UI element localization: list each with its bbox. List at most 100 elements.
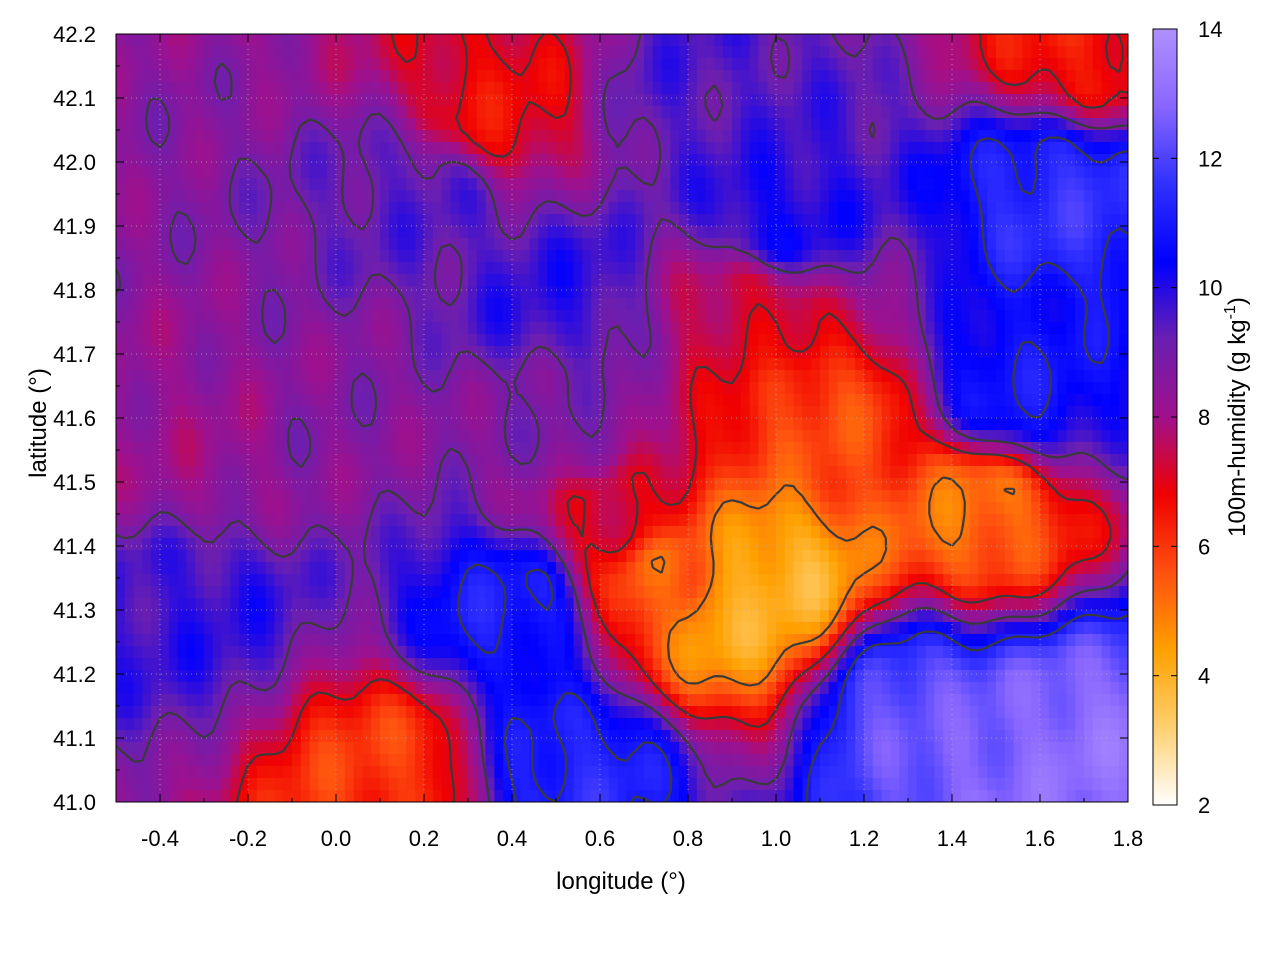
heatmap-cell	[811, 346, 821, 359]
heatmap-cell	[142, 514, 152, 527]
heatmap-cell	[960, 202, 971, 215]
heatmap-cell	[459, 190, 469, 203]
heatmap-cell	[661, 202, 671, 215]
heatmap-cell	[916, 454, 927, 467]
heatmap-cell	[380, 274, 390, 287]
heatmap-cell	[248, 358, 258, 371]
heatmap-cell	[1004, 526, 1015, 539]
heatmap-cell	[221, 70, 231, 83]
heatmap-cell	[336, 250, 346, 263]
heatmap-cell	[124, 286, 135, 299]
heatmap-cell	[230, 190, 240, 203]
heatmap-cell	[705, 358, 715, 371]
heatmap-cell	[899, 142, 909, 155]
heatmap-cell	[353, 430, 363, 443]
heatmap-cell	[784, 418, 795, 431]
heatmap-cell	[617, 118, 627, 131]
heatmap-cell	[828, 394, 839, 407]
heatmap-cell	[538, 154, 548, 167]
heatmap-cell	[371, 214, 381, 227]
heatmap-cell	[855, 214, 865, 227]
heatmap-cell	[195, 106, 205, 119]
heatmap-cell	[468, 502, 478, 515]
heatmap-cell	[371, 454, 381, 467]
heatmap-cell	[327, 370, 337, 383]
heatmap-cell	[661, 154, 671, 167]
heatmap-cell	[705, 394, 715, 407]
heatmap-cell	[846, 70, 856, 83]
heatmap-cell	[177, 550, 187, 563]
heatmap-cell	[1066, 358, 1076, 371]
heatmap-cell	[978, 478, 988, 491]
heatmap-cell	[776, 214, 786, 227]
heatmap-cell	[1110, 58, 1120, 71]
heatmap-cell	[327, 106, 337, 119]
heatmap-cell	[573, 178, 583, 191]
heatmap-cell	[476, 358, 487, 371]
heatmap-cell	[705, 46, 715, 59]
heatmap-cell	[547, 274, 557, 287]
heatmap-cell	[811, 478, 821, 491]
heatmap-cell	[212, 226, 223, 239]
heatmap-cell	[450, 466, 460, 479]
heatmap-cell	[547, 454, 557, 467]
heatmap-cell	[652, 526, 663, 539]
heatmap-cell	[538, 94, 548, 107]
heatmap-cell	[529, 58, 539, 71]
heatmap-cell	[608, 454, 619, 467]
heatmap-cell	[1075, 502, 1085, 515]
heatmap-cell	[890, 118, 900, 131]
heatmap-cell	[696, 154, 707, 167]
heatmap-cell	[978, 514, 988, 527]
heatmap-cell	[124, 310, 135, 323]
heatmap-cell	[987, 130, 997, 143]
heatmap-cell	[520, 82, 531, 95]
heatmap-cell	[1110, 286, 1120, 299]
heatmap-cell	[767, 154, 777, 167]
heatmap-cell	[644, 442, 654, 455]
heatmap-cell	[1092, 310, 1103, 323]
heatmap-cell	[626, 334, 636, 347]
heatmap-cell	[177, 310, 187, 323]
heatmap-cell	[1013, 214, 1023, 227]
heatmap-cell	[846, 34, 856, 47]
heatmap-cell	[168, 166, 179, 179]
heatmap-cell	[784, 334, 795, 347]
heatmap-cell	[996, 418, 1006, 431]
heatmap-cell	[740, 418, 751, 431]
heatmap-cell	[1048, 322, 1059, 335]
heatmap-cell	[749, 454, 759, 467]
heatmap-cell	[943, 322, 953, 335]
heatmap-cell	[934, 298, 944, 311]
heatmap-cell	[679, 190, 689, 203]
heatmap-cell	[749, 130, 759, 143]
heatmap-cell	[820, 346, 830, 359]
heatmap-cell	[925, 154, 935, 167]
heatmap-cell	[1119, 262, 1128, 275]
heatmap-cell	[1119, 430, 1128, 443]
heatmap-cell	[1004, 142, 1015, 155]
heatmap-cell	[978, 262, 988, 275]
heatmap-cell	[142, 394, 152, 407]
heatmap-cell	[459, 46, 469, 59]
heatmap-cell	[362, 442, 372, 455]
heatmap-cell	[934, 202, 944, 215]
heatmap-cell	[925, 82, 935, 95]
heatmap-cell	[960, 142, 971, 155]
heatmap-cell	[221, 262, 231, 275]
heatmap-cell	[828, 502, 839, 515]
heatmap-cell	[204, 286, 214, 299]
heatmap-cell	[802, 238, 812, 251]
heatmap-cell	[573, 250, 583, 263]
heatmap-cell	[793, 370, 803, 383]
heatmap-cell	[811, 466, 821, 479]
heatmap-cell	[1048, 250, 1059, 263]
heatmap-cell	[485, 46, 495, 59]
heatmap-cell	[784, 406, 795, 419]
heatmap-cell	[450, 178, 460, 191]
heatmap-cell	[855, 394, 865, 407]
heatmap-cell	[740, 490, 751, 503]
heatmap-cell	[952, 346, 962, 359]
heatmap-cell	[265, 106, 275, 119]
heatmap-cell	[591, 418, 601, 431]
